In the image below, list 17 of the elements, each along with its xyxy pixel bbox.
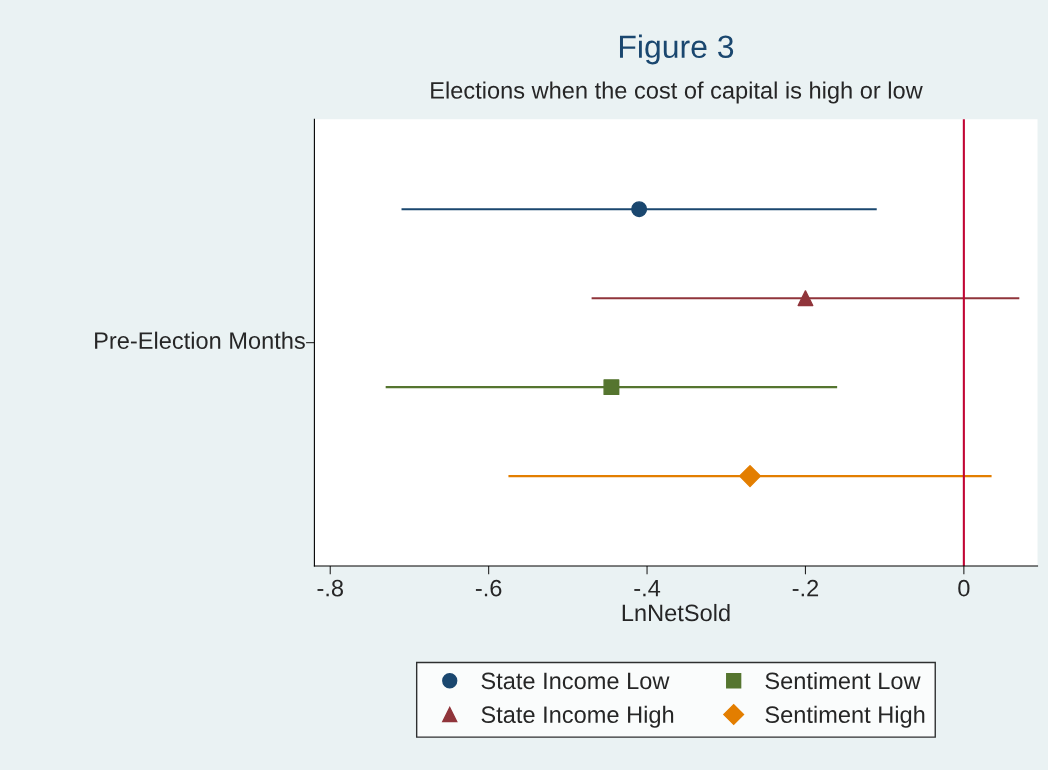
x-tick-label: -.2	[792, 579, 819, 597]
legend-label: State Income Low	[481, 672, 670, 690]
legend-label: State Income High	[481, 705, 674, 728]
y-axis-title: Pre-Election Months	[95, 331, 305, 349]
point	[797, 290, 814, 307]
chart-subtitle: Elections when the cost of capital is high or low	[431, 81, 923, 104]
x-axis-title: LnNetSold	[622, 603, 730, 622]
legend-label: Sentiment High	[765, 705, 925, 728]
chart-title: Figure 3	[619, 34, 734, 65]
point	[631, 201, 648, 218]
point	[739, 465, 762, 488]
x-tick-label: 0	[958, 579, 970, 597]
point	[603, 379, 620, 396]
x-tick-label: -.4	[634, 580, 661, 597]
x-tick-label: -.6	[475, 579, 502, 597]
legend-label: Sentiment Low	[765, 671, 921, 690]
x-tick-label: -.8	[317, 579, 343, 597]
